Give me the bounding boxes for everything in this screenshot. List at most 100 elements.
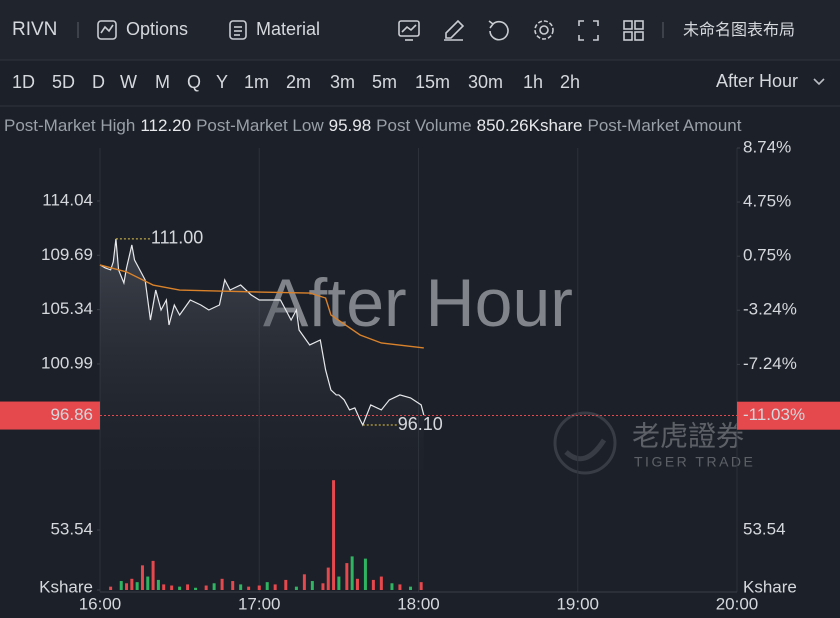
period-tab[interactable]: 1m [244,72,269,92]
volume-bar [337,576,341,590]
session-select[interactable]: After Hour [716,71,798,91]
volume-bar [130,578,134,590]
y-tick-label: 109.69 [41,245,93,264]
volume-bar [398,584,402,590]
average-line [99,264,424,349]
volume-bar [302,574,306,590]
volume-bar [247,586,251,590]
period-tab[interactable]: 1D [12,72,35,92]
options-button[interactable]: Options [126,19,188,39]
stats-bar: Post-Market High 112.20 Post-Market Low 95.… [4,116,742,135]
x-tick-label: 16:00 [79,594,122,613]
volume-bar [194,587,198,590]
dropdown-arrow[interactable] [813,78,825,86]
volume-bar [125,583,129,590]
y2-tick-label: -7.24% [743,354,797,373]
brand-logo [553,411,617,475]
period-tab[interactable]: 2h [560,72,580,92]
period-tab[interactable]: 5m [372,72,397,92]
last-price-tag [0,401,100,430]
period-tab[interactable]: Y [216,72,228,92]
volume-bar [363,558,367,590]
y2-tick-label: 8.74% [743,137,791,156]
volume-bar [390,583,394,590]
volume-bar [178,586,182,590]
volume-bar [345,563,349,590]
stat-label: Post-Market Amount [587,116,741,135]
volume-bar [119,581,123,590]
stat-value: 112.20 [140,116,191,135]
layout-name[interactable]: 未命名图表布局 [683,21,795,39]
volume-bar [146,576,150,590]
tool-icons[interactable] [398,19,644,41]
volume-tick-label-right: Kshare [743,577,797,596]
y-tick-label: 105.34 [41,299,93,318]
brand-watermark: 老虎證券 TIGER TRADE [553,411,755,475]
period-tab[interactable]: W [120,72,137,92]
volume-bar [332,480,336,590]
volume-bar [284,579,288,590]
toolbar [0,0,840,60]
volume-bar [273,584,277,590]
volume-bar [379,576,383,590]
x-tick-label: 20:00 [716,594,759,613]
x-tick-label: 18:00 [397,594,440,613]
brand-logo [564,438,607,462]
y2-tick-label: 4.75% [743,192,791,211]
volume-bar [326,567,330,590]
volume-bar [170,585,174,590]
volume-bar [350,556,354,590]
symbol[interactable]: RIVN [12,19,57,40]
period-tab[interactable]: D [92,72,105,92]
last-change-label: -11.03% [743,405,805,424]
y2-tick-label: -3.24% [743,300,797,319]
volume-bar [212,583,216,590]
period-tab[interactable]: Q [187,72,201,92]
volume-bar [231,581,235,590]
volume-bar [151,560,155,590]
volume-bar [239,584,243,590]
last-change-tag [737,401,840,430]
volume-bar [220,578,224,590]
volume-bar [140,565,144,590]
volume-bar [135,582,139,590]
stat-label: Post Volume [376,116,471,135]
volume-tick-label: Kshare [39,577,93,596]
period-tab[interactable]: 2m [286,72,311,92]
volume-bar [409,586,413,590]
stat-label: Post-Market High [4,116,135,135]
volume-tick-label: 53.54 [50,519,93,538]
y-tick-label: 100.99 [41,353,93,372]
x-tick-label: 17:00 [238,594,281,613]
volume-bar [371,579,375,590]
stat-value: 95.98 [329,116,372,135]
material-button[interactable]: Material [256,19,320,39]
brand-name: 老虎證券 [632,420,744,451]
volume-bar [204,585,208,590]
period-tab[interactable]: 30m [468,72,503,92]
annotation: 111.00 [151,228,203,248]
volume-bar [156,579,160,590]
options-icon[interactable] [97,20,117,40]
period-tab[interactable]: 3m [330,72,355,92]
volume-bar [294,586,298,590]
volume-bar [310,581,314,590]
annotation: 96.10 [398,414,443,434]
volume-bar [321,583,325,590]
volume-tick-label-right: 53.54 [743,519,786,538]
price-area [100,238,424,470]
period-tab[interactable]: 15m [415,72,450,92]
volume-bar [109,586,113,590]
price-line [99,238,425,427]
period-tab[interactable]: M [155,72,170,92]
stat-value: 850.26Kshare [477,116,583,135]
y2-tick-label: 0.75% [743,246,791,265]
y-tick-label: 114.04 [42,190,93,209]
period-tab[interactable]: 5D [52,72,75,92]
volume-bar [257,585,261,590]
period-tab[interactable]: 1h [523,72,543,92]
material-icon[interactable] [229,20,247,40]
stat-label: Post-Market Low [196,116,324,135]
brand-name-en: TIGER TRADE [634,454,755,470]
